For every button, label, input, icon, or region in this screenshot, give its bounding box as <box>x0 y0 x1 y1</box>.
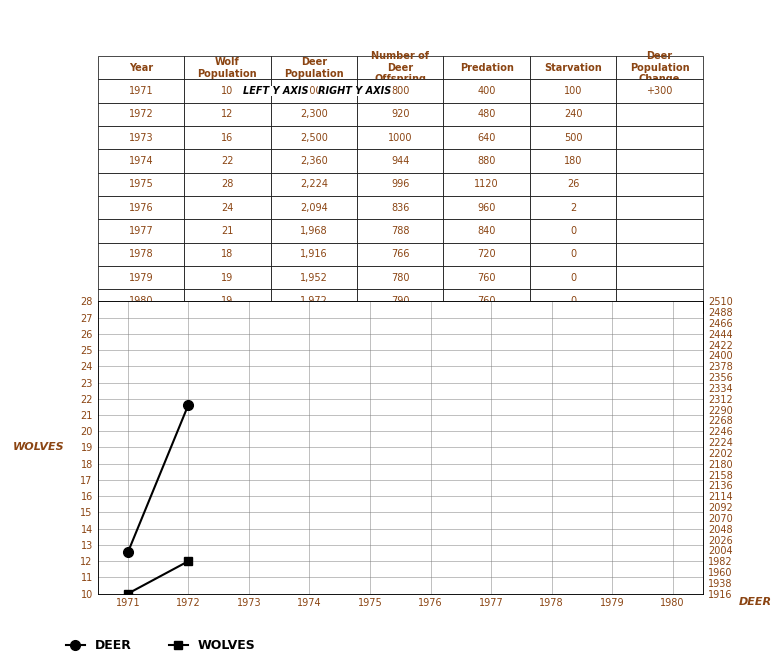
Text: RIGHT Y AXIS: RIGHT Y AXIS <box>318 86 391 96</box>
Legend: DEER, WOLVES: DEER, WOLVES <box>61 634 261 658</box>
Y-axis label: WOLVES: WOLVES <box>12 442 64 452</box>
Y-axis label: DEER: DEER <box>739 598 772 608</box>
Text: LEFT Y AXIS: LEFT Y AXIS <box>244 86 309 96</box>
